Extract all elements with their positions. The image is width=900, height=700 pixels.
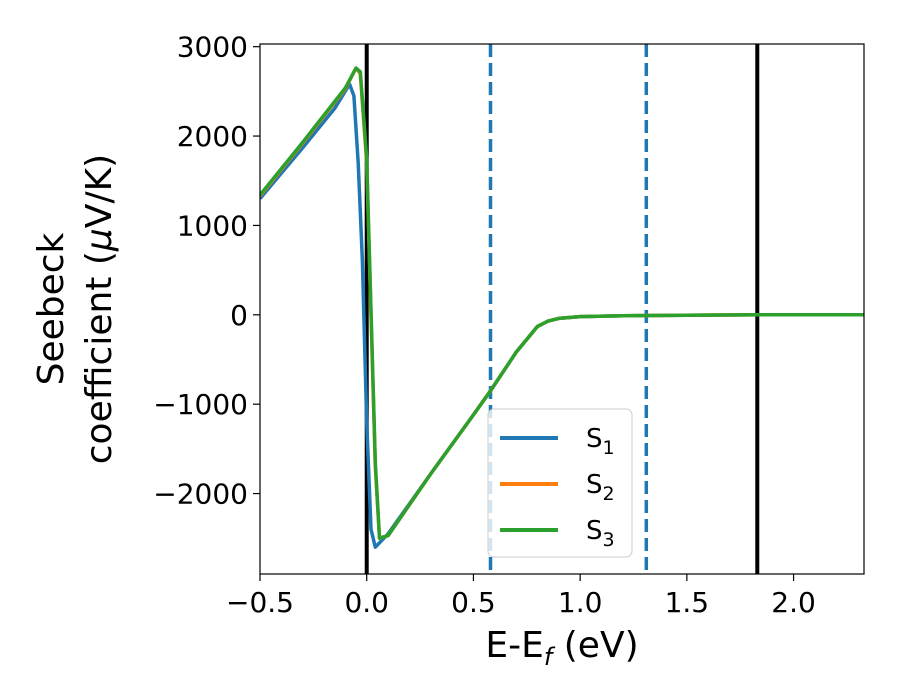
plot-frame: [259, 43, 865, 575]
x-axis-ticks: −0.5 0.0 0.5 1.0 1.5 2.0: [226, 574, 816, 619]
series-line-3: [260, 66, 864, 540]
y-axis-label: Seebeck coefficient (μV/K): [31, 154, 120, 464]
y-tick-label: −2000: [153, 478, 248, 511]
x-axis-label: E-Ef (eV): [485, 625, 638, 671]
x-tick-label: −0.5: [226, 586, 294, 619]
legend-label-1: S1: [586, 424, 615, 459]
legend-label-2: S2: [586, 470, 615, 505]
y-axis-label-line1: Seebeck: [31, 232, 72, 385]
y-axis-ticks: −2000 −1000 0 1000 2000 3000: [153, 31, 260, 511]
x-tick-label: 1.0: [558, 586, 603, 619]
legend-box: [487, 408, 633, 558]
x-tick-label: 2.0: [771, 586, 816, 619]
y-tick-label: 0: [230, 299, 248, 332]
legend: S1 S2 S3: [487, 408, 633, 558]
x-tick-label: 0.5: [451, 586, 496, 619]
series-lines: [260, 66, 864, 549]
legend-entries: S1 S2 S3: [500, 424, 615, 551]
y-tick-label: −1000: [153, 388, 248, 421]
y-tick-label: 2000: [177, 120, 248, 153]
y-tick-label: 3000: [177, 31, 248, 64]
x-tick-label: 1.5: [665, 586, 710, 619]
legend-label-3: S3: [586, 516, 615, 551]
y-tick-label: 1000: [177, 209, 248, 242]
x-tick-label: 0.0: [344, 586, 389, 619]
y-axis-label-line2: coefficient (μV/K): [79, 154, 120, 464]
